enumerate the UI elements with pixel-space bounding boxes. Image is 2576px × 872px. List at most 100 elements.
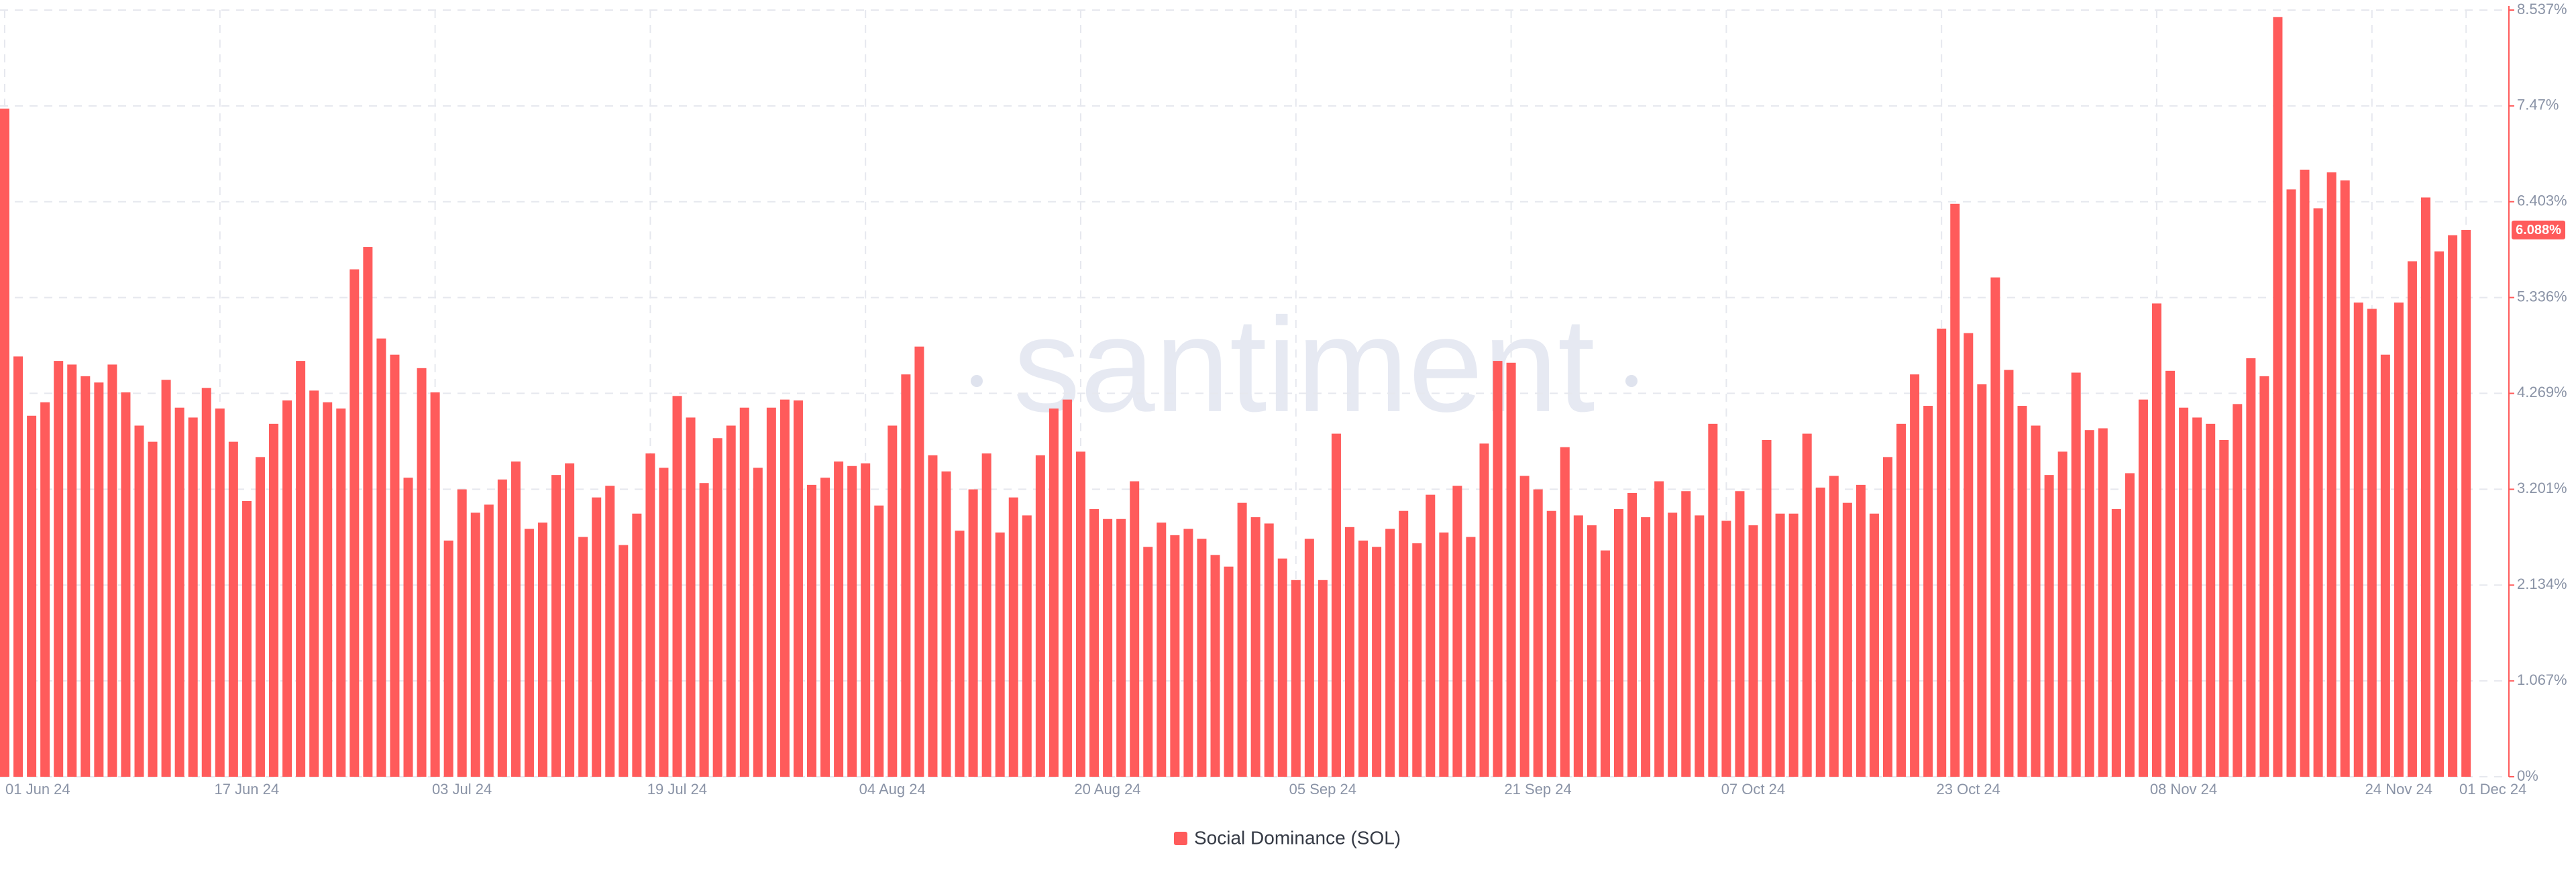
x-tick-label: 24 Nov 24 <box>2365 781 2432 798</box>
bar <box>215 408 225 777</box>
bar <box>1426 494 1436 777</box>
bar <box>1668 512 1678 777</box>
bar <box>861 463 871 777</box>
bar <box>148 441 158 777</box>
bar <box>1842 502 1852 777</box>
bar <box>2057 451 2068 777</box>
bar <box>1062 399 1072 777</box>
x-tick-label: 17 Jun 24 <box>214 781 279 798</box>
bar <box>605 486 615 777</box>
bar <box>1399 510 1409 777</box>
bar <box>282 400 292 777</box>
x-tick-label: 19 Jul 24 <box>647 781 707 798</box>
bar <box>2380 354 2390 777</box>
bar <box>40 402 50 777</box>
bar <box>1291 580 1301 777</box>
current-value-label: 6.088% <box>2516 223 2561 237</box>
bar <box>457 489 467 777</box>
bar <box>1237 502 1247 777</box>
bar <box>2219 439 2229 777</box>
bar <box>2192 417 2202 777</box>
bar <box>67 364 77 777</box>
bar <box>443 540 453 777</box>
bar <box>807 484 816 777</box>
bar <box>1224 566 1234 777</box>
bar <box>296 361 306 777</box>
bar <box>659 468 669 777</box>
bar <box>2448 235 2458 777</box>
bar <box>1035 455 1045 777</box>
bar <box>2259 376 2269 777</box>
bar <box>417 368 427 777</box>
bar <box>174 407 184 777</box>
bar <box>538 523 547 777</box>
bar <box>1829 476 1839 777</box>
bar <box>269 423 278 777</box>
bar <box>1479 443 1489 777</box>
x-tick-label: 23 Oct 24 <box>1937 781 2000 798</box>
bar <box>1600 550 1610 777</box>
bar <box>1385 529 1395 777</box>
bar <box>403 478 413 777</box>
bar <box>1466 537 1476 777</box>
y-tick-label: 4.269% <box>2517 384 2567 400</box>
x-tick-label: 03 Jul 24 <box>432 781 492 798</box>
bar <box>228 441 238 777</box>
bar <box>80 376 91 777</box>
bar <box>1641 517 1651 777</box>
x-tick-label: 07 Oct 24 <box>1721 781 1785 798</box>
bar <box>1210 555 1220 777</box>
bar <box>497 479 507 777</box>
bar <box>1022 515 1032 777</box>
bar <box>1264 523 1274 777</box>
bar <box>1614 509 1623 777</box>
bar <box>901 374 911 777</box>
bar <box>874 505 884 777</box>
bar <box>201 388 211 777</box>
bar <box>1277 558 1287 777</box>
bar <box>161 380 171 777</box>
bar <box>1331 433 1341 777</box>
bar <box>2044 475 2054 777</box>
bar <box>1103 519 1113 777</box>
bar <box>2179 407 2189 777</box>
bar <box>780 399 790 777</box>
bar <box>1775 513 1785 777</box>
bar <box>753 468 763 777</box>
bar <box>1923 406 1933 777</box>
bar <box>2246 358 2256 777</box>
bar <box>834 461 844 777</box>
bar <box>524 529 534 777</box>
bar <box>2017 406 2027 777</box>
bar <box>2111 509 2121 777</box>
bar <box>1762 439 1772 777</box>
bar <box>1910 374 1920 777</box>
bar <box>1856 484 1866 777</box>
bar <box>1721 521 1731 777</box>
bar <box>2286 189 2296 777</box>
bar <box>955 531 965 777</box>
bar <box>1089 509 1099 777</box>
bar <box>941 471 951 777</box>
bar <box>94 382 104 777</box>
bar <box>1708 423 1718 777</box>
legend-label: Social Dominance (SOL) <box>1194 827 1401 848</box>
bar <box>430 392 440 777</box>
bar <box>188 417 198 777</box>
bar <box>645 453 655 777</box>
bar <box>376 338 386 777</box>
bar <box>1681 491 1691 777</box>
bar <box>968 489 978 777</box>
legend-swatch <box>1174 832 1187 845</box>
bar <box>2434 251 2445 777</box>
bar <box>134 425 144 777</box>
bar <box>484 504 494 777</box>
bar <box>121 392 131 777</box>
bar <box>1950 203 1960 777</box>
bar <box>995 532 1005 777</box>
bar <box>1130 481 1140 777</box>
bar <box>726 425 736 777</box>
bar <box>2461 229 2471 777</box>
bar <box>1977 384 1987 777</box>
bar <box>511 461 521 777</box>
